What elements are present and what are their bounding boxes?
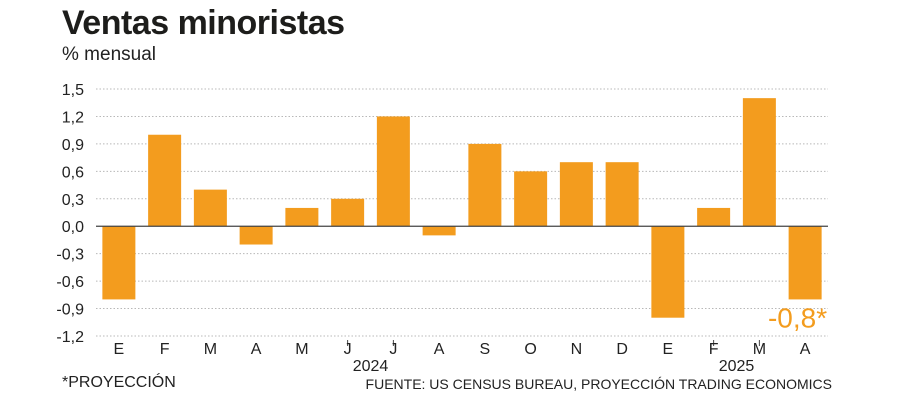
y-tick-label: -0,3: [56, 247, 84, 264]
y-tick-label: -1,2: [56, 329, 84, 346]
year-label: 2025: [719, 358, 755, 375]
bar: [376, 116, 410, 227]
x-tick-label: M: [295, 341, 308, 358]
x-tick-label: E: [114, 341, 125, 358]
bar: [102, 226, 136, 300]
bar: [651, 226, 685, 318]
chart-subtitle: % mensual: [62, 44, 156, 65]
bar: [742, 98, 776, 227]
x-tick-label: F: [160, 341, 170, 358]
chart-title: Ventas minoristas: [62, 4, 345, 42]
projection-callout: -0,8*: [768, 302, 827, 333]
y-tick-label: 1,2: [62, 109, 84, 126]
x-tick-label: E: [663, 341, 674, 358]
footnote: *PROYECCIÓN: [62, 374, 176, 391]
x-tick-label: F: [709, 341, 719, 358]
x-tick-label: N: [571, 341, 583, 358]
bar: [468, 143, 502, 227]
bar: [331, 198, 365, 227]
y-tick-label: 0,6: [62, 164, 84, 181]
bar: [239, 226, 273, 245]
y-tick-label: 0,3: [62, 192, 84, 209]
axes: [96, 225, 828, 346]
x-tick-label: M: [204, 341, 217, 358]
x-tick-label: A: [800, 341, 811, 358]
x-tick-label: J: [389, 341, 397, 358]
bar: [697, 207, 731, 227]
y-tick-label: 0,0: [62, 219, 84, 236]
x-tick-label: S: [480, 341, 491, 358]
bar: [605, 162, 639, 227]
tick-labels: 1,5 1,2 0,9 0,6 0,3 0,0 -0,3 -0,6 -0,9 -1,2 E F M A M J…: [56, 82, 827, 375]
y-tick-label: 0,9: [62, 137, 84, 154]
y-tick-label: -0,9: [56, 302, 84, 319]
y-tick-label: 1,5: [62, 82, 84, 99]
bar: [514, 171, 548, 227]
y-tick-label: -0,6: [56, 274, 84, 291]
bar: [193, 189, 227, 227]
bar: [148, 134, 182, 227]
bar: [285, 207, 319, 227]
x-tick-label: A: [434, 341, 445, 358]
bars: [102, 98, 822, 318]
x-tick-label: J: [344, 341, 352, 358]
x-tick-label: M: [753, 341, 766, 358]
bar: [788, 226, 822, 300]
x-tick-label: O: [524, 341, 536, 358]
x-tick-label: A: [251, 341, 262, 358]
x-tick-label: D: [616, 341, 628, 358]
year-label: 2024: [353, 358, 389, 375]
gridlines: [96, 88, 828, 337]
bar: [559, 162, 593, 227]
bar: [422, 226, 456, 236]
source-note: FUENTE: US CENSUS BUREAU, PROYECCIÓN TRA…: [365, 376, 832, 392]
